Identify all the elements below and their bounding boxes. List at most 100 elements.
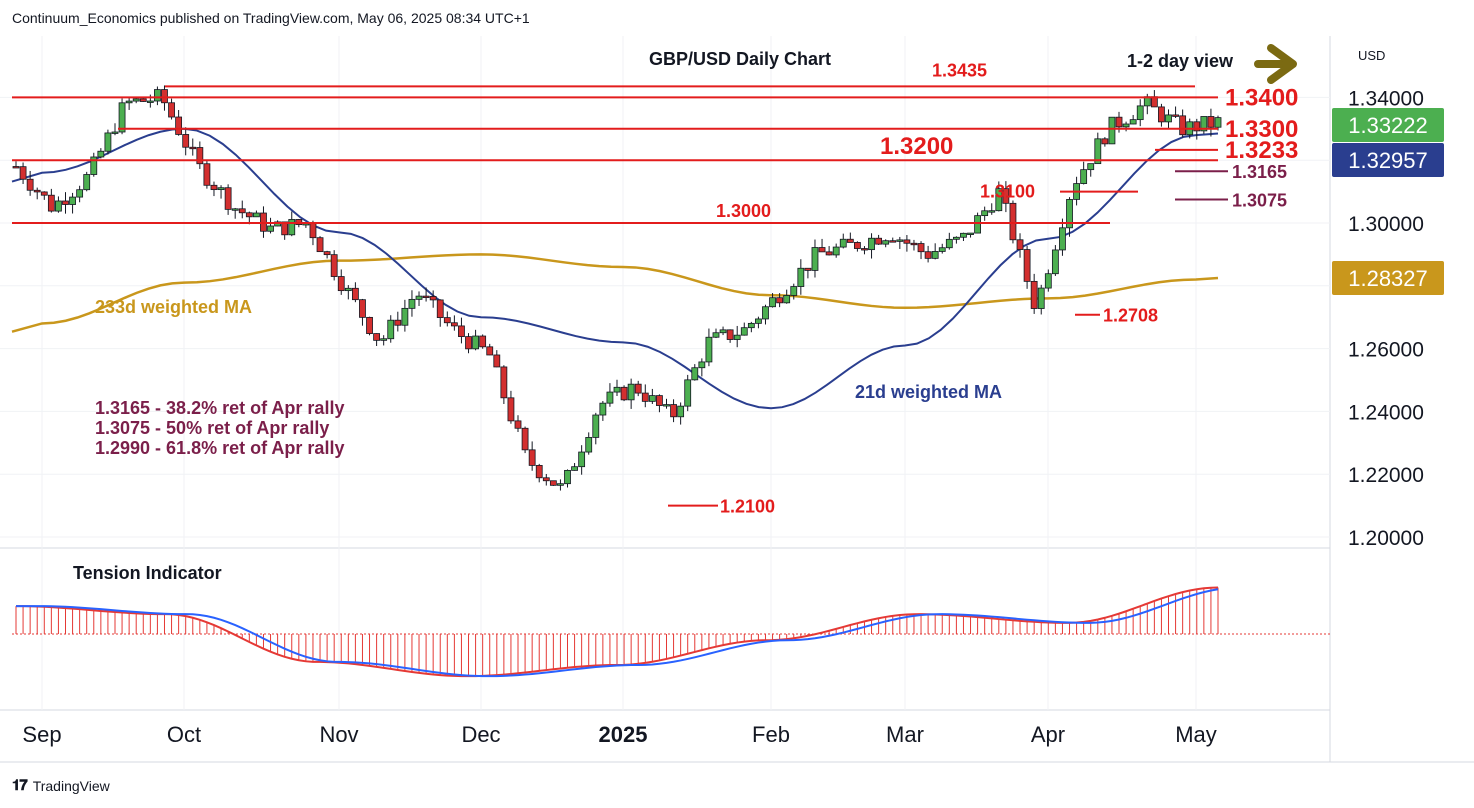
candle-body [875, 237, 883, 245]
candle-body [521, 427, 529, 451]
candle-body [641, 392, 649, 402]
candle-body [896, 239, 904, 242]
candle-body [267, 225, 274, 232]
candle-body [1002, 188, 1010, 204]
candle-body [359, 299, 366, 318]
candle-body [769, 297, 776, 308]
ma-21-line [11, 127, 1219, 410]
candle-body [670, 404, 677, 418]
price-tick-labels: 1.34000 1.30000 1.26000 1.24000 1.22000 1.200… [1348, 87, 1424, 550]
candle-body [1165, 114, 1172, 123]
price-badge-label: 1.33222 [1348, 113, 1428, 138]
candle-body [1200, 116, 1208, 132]
candle-body [1023, 249, 1031, 282]
candle-body [995, 188, 1003, 212]
candle-body [1193, 121, 1201, 132]
candle-body [783, 295, 791, 304]
candle-body [634, 383, 642, 394]
candle-body [1136, 105, 1144, 121]
candle-body [691, 367, 699, 381]
candle-body [196, 147, 204, 165]
candle-body [620, 386, 628, 401]
price-badge [1332, 108, 1444, 142]
candle-body [945, 238, 953, 249]
candle-body [210, 184, 218, 191]
candle-body [1122, 123, 1130, 128]
candle-body [1066, 199, 1073, 229]
price-badges: 1.33222 1.32957 1.28327 [1332, 108, 1444, 295]
candle-body [238, 208, 246, 214]
candle-body [578, 451, 586, 468]
candle-body [627, 383, 635, 401]
candle-body [790, 286, 798, 296]
tension-indicator-title: Tension Indicator [73, 563, 222, 583]
candle-body [422, 295, 430, 299]
footer: 𝟏𝟕 TradingView [12, 777, 110, 794]
candle-body [549, 480, 557, 486]
candle-body [613, 386, 621, 393]
candle-body [436, 299, 444, 318]
candle-body [168, 102, 175, 118]
candle-body [443, 317, 451, 324]
ma-233-label: 233d weighted MA [95, 297, 252, 317]
candle-body [1172, 114, 1179, 117]
candle-body [712, 332, 720, 338]
time-tick-label: Feb [752, 722, 790, 747]
candle-body [281, 221, 289, 236]
candle-body [854, 242, 861, 249]
candle-body [189, 146, 197, 150]
candle-body [76, 189, 84, 198]
candle-body [479, 335, 487, 348]
candle-body [132, 98, 140, 102]
level-label: 1.3100 [980, 182, 1035, 202]
candle-body [1030, 280, 1038, 309]
price-tick-label: 1.22000 [1348, 464, 1424, 487]
time-tick-label: Mar [886, 722, 924, 747]
candle-body [408, 298, 416, 309]
level-label: 1.3200 [880, 133, 953, 160]
price-tick-label: 1.30000 [1348, 213, 1424, 236]
candle-body [846, 238, 854, 243]
candle-body [47, 194, 55, 212]
candle-body [26, 178, 34, 191]
candle-body [154, 89, 161, 102]
candle-body [380, 338, 388, 341]
candle-body [203, 163, 211, 186]
candle-body [493, 354, 501, 368]
candle-body [366, 316, 373, 334]
candle-body [592, 414, 600, 438]
price-tick-label: 1.26000 [1348, 339, 1424, 362]
candle-body [952, 236, 960, 240]
time-tick-label: Sep [22, 722, 61, 747]
price-badge [1332, 143, 1444, 177]
candle-body [97, 150, 105, 158]
candle-body [825, 251, 833, 256]
candle-body [811, 247, 819, 271]
candle-body [415, 295, 423, 300]
candle-body [55, 200, 62, 212]
candle-body [988, 210, 996, 213]
candle-body [40, 191, 48, 196]
candle-body [981, 210, 989, 217]
candle-body [90, 156, 98, 175]
candle-body [960, 232, 967, 238]
candle-body [330, 254, 338, 277]
candle-body [33, 189, 41, 193]
candle-body [231, 208, 239, 211]
chart-title: GBP/USD Daily Chart [649, 49, 831, 69]
candle-body [125, 100, 133, 104]
candle-body [974, 215, 981, 234]
candle-body [585, 437, 593, 453]
candle-body [387, 319, 395, 340]
level-label: 1.3165 [1232, 162, 1287, 182]
price-tick-label: 1.20000 [1348, 527, 1424, 550]
time-tick-label: Oct [167, 722, 201, 747]
level-label: 1.3435 [932, 60, 987, 80]
candle-body [1087, 163, 1095, 171]
candle-body [557, 483, 564, 486]
level-label: 1.3233 [1225, 137, 1298, 164]
candle-body [719, 329, 727, 334]
candle-body [323, 251, 331, 256]
